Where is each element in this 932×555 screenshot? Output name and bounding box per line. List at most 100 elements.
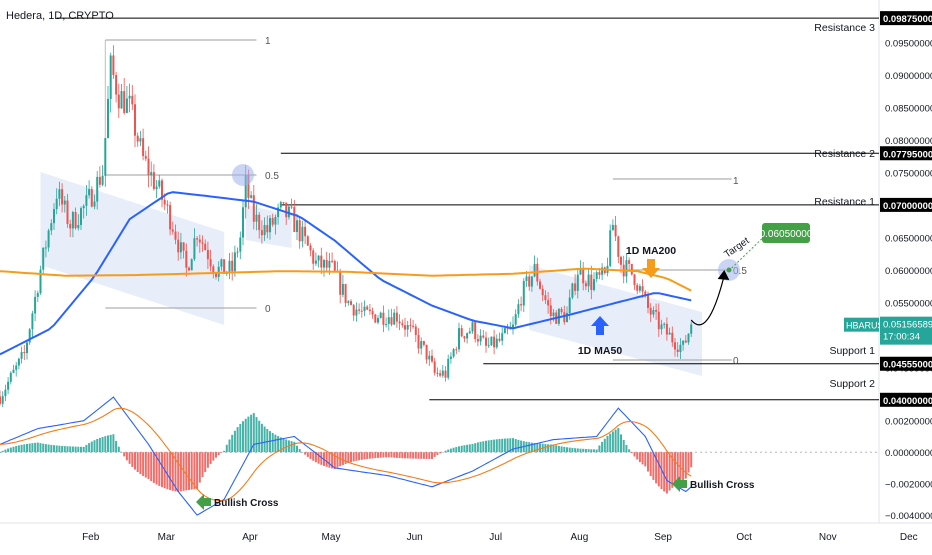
- macd-hist-bar: [274, 434, 277, 453]
- macd-hist-bar: [231, 434, 234, 453]
- macd-hist-bar: [282, 438, 285, 453]
- candle-body: [331, 260, 334, 262]
- macd-hist-bar: [517, 439, 520, 453]
- candle-body: [339, 271, 342, 295]
- macd-hist-bar: [77, 446, 80, 453]
- candle-body: [314, 260, 317, 264]
- macd-hist-bar: [428, 452, 431, 459]
- price-tick-label: 0.07500000: [885, 168, 932, 179]
- macd-hist-bar: [557, 445, 560, 453]
- candle-body: [296, 220, 298, 232]
- macd-hist-bar: [188, 452, 190, 490]
- candle-body: [528, 276, 531, 287]
- candle-body: [355, 309, 358, 316]
- candle-body: [134, 104, 136, 136]
- candle-body: [279, 202, 282, 208]
- candle-body: [93, 201, 96, 207]
- macd-hist-bar: [398, 452, 401, 459]
- macd-hist-bar: [128, 452, 131, 464]
- ma200-line: [0, 267, 692, 292]
- candle-body: [104, 138, 107, 176]
- macd-hist-bar: [498, 439, 501, 453]
- macd-hist-bar: [544, 444, 547, 453]
- ma200-label: 1D MA200: [626, 245, 676, 257]
- candle-body: [123, 91, 126, 113]
- macd-hist-bar: [447, 449, 450, 453]
- macd-hist-bar: [476, 442, 479, 453]
- macd-hist-bar: [549, 444, 552, 453]
- macd-hist-bar: [36, 442, 39, 453]
- candle-body: [301, 226, 304, 242]
- macd-tick-label: −0.00200000: [885, 480, 932, 491]
- candle-body: [614, 224, 617, 237]
- macd-hist-bar: [125, 452, 128, 461]
- candle-body: [215, 272, 217, 277]
- candle-body: [506, 328, 509, 330]
- candle-body: [260, 230, 263, 236]
- macd-hist-bar: [568, 447, 571, 453]
- candle-body: [169, 205, 172, 230]
- time-tick-label: Jun: [407, 532, 423, 543]
- candle-body: [611, 224, 614, 231]
- macd-hist-bar: [185, 452, 188, 491]
- ma50-line: [0, 191, 692, 356]
- candle-body: [252, 195, 255, 222]
- candle-body: [441, 370, 444, 376]
- macd-hist-bar: [609, 433, 612, 453]
- candle-body: [269, 218, 271, 233]
- macd-hist-bar: [69, 446, 72, 453]
- candle-body: [358, 309, 361, 311]
- candle-body: [220, 259, 223, 267]
- macd-hist-bar: [560, 446, 563, 453]
- macd-hist-bar: [61, 445, 64, 453]
- macd-hist-bar: [636, 452, 639, 460]
- fib-label: 1: [265, 36, 271, 47]
- candle-body: [436, 372, 439, 374]
- candle-body: [198, 239, 201, 243]
- candle-body: [174, 231, 177, 240]
- candle-body: [120, 91, 123, 109]
- candle-body: [242, 207, 244, 238]
- macd-histogram: [0, 413, 693, 494]
- macd-hist-bar: [9, 447, 12, 453]
- macd-hist-bar: [525, 441, 528, 453]
- macd-hist-bar: [53, 445, 55, 453]
- macd-hist-bar: [136, 452, 139, 473]
- candle-body: [404, 325, 406, 330]
- macd-hist-bar: [220, 452, 223, 453]
- candle-body: [387, 317, 390, 324]
- macd-hist-bar: [42, 443, 45, 453]
- candle-body: [566, 312, 568, 323]
- macd-hist-bar: [638, 452, 641, 463]
- macd-hist-bar: [336, 452, 339, 468]
- candle-body: [382, 312, 385, 325]
- macd-hist-bar: [368, 452, 371, 459]
- candle-body: [360, 310, 363, 312]
- macd-hist-bar: [628, 449, 631, 453]
- candle-body: [544, 295, 547, 301]
- candle-body: [247, 175, 250, 198]
- macd-hist-bar: [387, 452, 390, 458]
- macd-hist-bar: [674, 452, 676, 486]
- fib-label: 0: [265, 304, 271, 315]
- candle-body: [414, 326, 417, 335]
- macd-hist-bar: [663, 452, 666, 492]
- macd-hist-bar: [655, 452, 658, 484]
- candle-body: [63, 200, 66, 205]
- candle-body: [12, 369, 15, 373]
- macd-hist-bar: [66, 446, 69, 453]
- macd-hist-bar: [341, 452, 344, 465]
- macd-hist-bar: [333, 452, 336, 470]
- candle-body: [166, 204, 169, 206]
- candle-body: [206, 249, 209, 260]
- macd-hist-bar: [212, 452, 215, 461]
- macd-hist-bar: [611, 431, 614, 453]
- level-name: Support 1: [829, 345, 875, 357]
- macd-hist-bar: [555, 445, 558, 453]
- bullish-cross-label: Bullish Cross: [690, 480, 755, 491]
- macd-hist-bar: [88, 443, 91, 453]
- macd-hist-bar: [107, 435, 109, 453]
- macd-hist-bar: [533, 443, 536, 453]
- candle-body: [682, 340, 685, 345]
